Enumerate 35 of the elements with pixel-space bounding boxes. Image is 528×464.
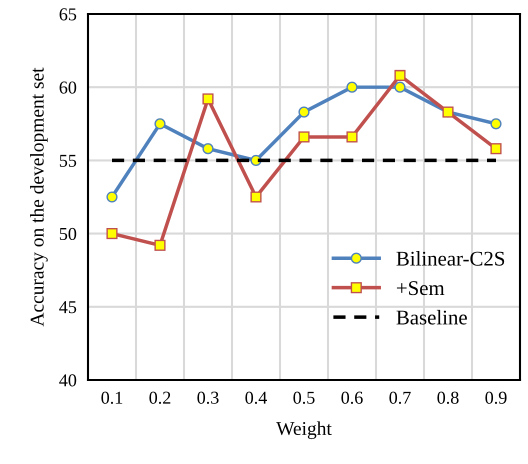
x-tick-label: 0.8 <box>437 392 459 404</box>
y-tick-label: 45 <box>59 301 76 314</box>
legend-label: Baseline <box>396 310 467 325</box>
point <box>346 131 358 143</box>
x-axis-title: Weight <box>276 421 332 440</box>
y-tick-label: 65 <box>60 8 76 20</box>
point <box>298 131 310 143</box>
x-tick-label: 0.1 <box>101 392 122 404</box>
legend-label: Bilinear-C2S <box>396 251 504 266</box>
x-tick-label: 0.7 <box>389 392 411 404</box>
point <box>346 82 358 93</box>
x-tick-label: 0.6 <box>341 392 363 404</box>
legend-label: +Sem <box>396 281 444 296</box>
x-tick-label: 0.3 <box>197 392 219 404</box>
y-axis-title: Accuracy on the development set <box>30 68 48 326</box>
point <box>106 191 118 203</box>
y-tick-label: 50 <box>60 228 76 240</box>
x-tick-label: 0.9 <box>485 392 507 404</box>
x-tick-label: 0.4 <box>245 392 268 404</box>
point <box>394 82 406 93</box>
point <box>250 191 262 203</box>
point <box>490 118 502 130</box>
y-tick-label: 60 <box>60 81 76 94</box>
y-tick-label: 40 <box>59 374 76 386</box>
point <box>298 106 310 118</box>
point <box>394 70 406 82</box>
point <box>154 118 166 130</box>
x-tick-label: 0.5 <box>293 392 315 404</box>
point <box>490 143 502 154</box>
y-tick-label: 55 <box>60 154 76 167</box>
point <box>154 240 166 251</box>
point <box>202 143 214 154</box>
point <box>106 228 118 240</box>
x-tick-label: 0.2 <box>149 392 170 404</box>
point <box>202 93 214 104</box>
